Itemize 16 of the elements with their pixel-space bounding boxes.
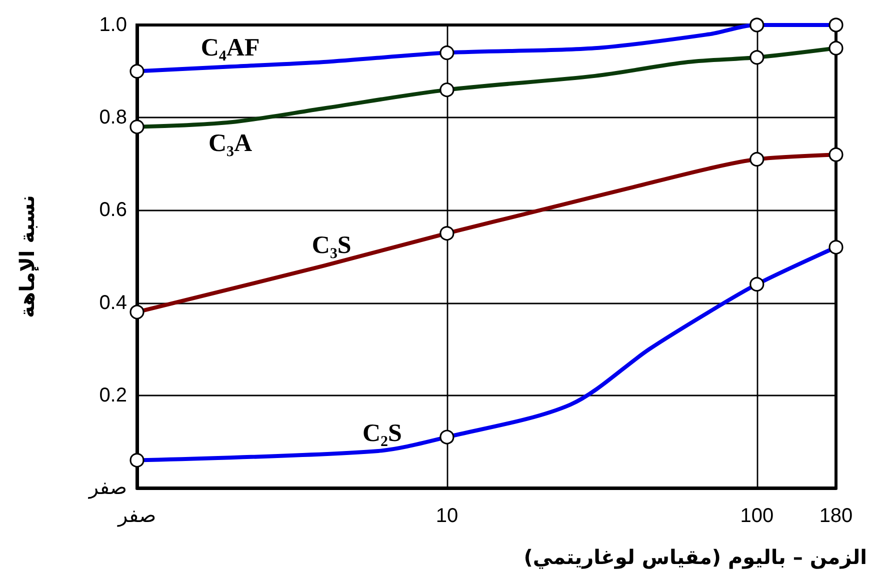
x-tick-label: 10 xyxy=(436,505,458,527)
y-tick-label: 0.8 xyxy=(99,106,127,129)
series-label: C₃S xyxy=(312,232,352,259)
x-tick-label: 180 xyxy=(819,505,853,527)
series-label: C₂S xyxy=(362,420,402,447)
y-tick-label: 0.2 xyxy=(99,384,127,406)
y-tick-label: 0.6 xyxy=(99,199,127,222)
x-tick-label: 100 xyxy=(740,505,774,527)
y-tick-label: 1.0 xyxy=(99,14,127,36)
x-axis-title: الزمن – باليوم (مقياس لوغاريتمي) xyxy=(524,545,867,569)
x-tick-label: صفر xyxy=(116,505,156,527)
y-axis-title: نسبة الإماهة xyxy=(15,195,39,318)
series-label: C₃A xyxy=(208,130,252,158)
series-label: C₄AF xyxy=(200,34,260,62)
y-tick-label: صفر xyxy=(88,477,127,499)
y-tick-label: 0.4 xyxy=(99,292,127,314)
